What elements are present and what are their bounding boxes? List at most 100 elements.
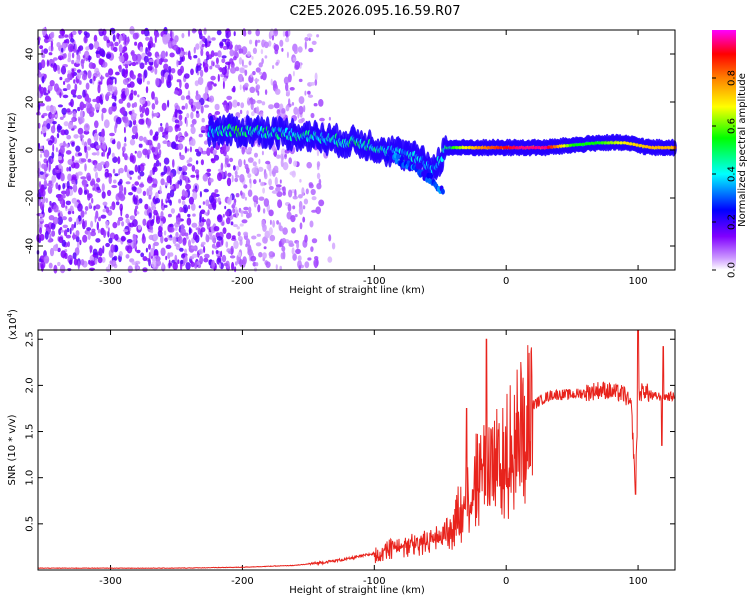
noise-blob: [149, 36, 153, 45]
noise-blob: [224, 170, 227, 176]
noise-blob: [46, 183, 53, 187]
noise-blob: [39, 102, 45, 107]
noise-blob: [318, 199, 325, 207]
noise-blob: [49, 247, 55, 257]
signal-peak: [600, 141, 604, 145]
noise-blob: [217, 50, 222, 58]
noise-blob: [288, 189, 293, 198]
noise-blob: [115, 116, 122, 125]
noise-blob: [179, 262, 183, 271]
noise-blob: [151, 183, 158, 188]
signal-peak: [657, 146, 661, 150]
noise-blob: [167, 40, 173, 49]
noise-blob: [232, 99, 238, 108]
noise-blob: [41, 53, 46, 59]
noise-blob: [99, 76, 105, 80]
noise-blob: [71, 59, 75, 65]
noise-blob: [285, 82, 289, 92]
noise-blob: [187, 213, 191, 218]
noise-blob: [227, 197, 232, 205]
noise-blob: [39, 86, 45, 95]
noise-blob: [200, 49, 204, 57]
noise-blob: [172, 236, 177, 245]
signal-peak: [562, 144, 566, 148]
noise-blob: [43, 149, 50, 158]
signal-peak: [493, 146, 497, 150]
noise-blob: [71, 197, 78, 204]
noise-blob: [316, 172, 321, 180]
noise-blob: [201, 241, 206, 245]
signal-peak: [568, 143, 573, 147]
noise-blob: [167, 125, 173, 133]
noise-blob: [71, 30, 77, 36]
noise-blob: [257, 204, 261, 213]
noise-blob: [292, 195, 298, 200]
noise-blob: [282, 162, 289, 171]
signal-peak: [458, 146, 462, 150]
noise-blob: [145, 247, 148, 253]
noise-blob: [48, 215, 55, 221]
noise-blob: [70, 98, 74, 108]
noise-blob: [76, 72, 82, 80]
noise-blob: [209, 178, 214, 183]
noise-blob: [53, 204, 59, 213]
noise-blob: [65, 200, 72, 206]
signal-peak: [635, 143, 639, 147]
noise-blob: [234, 44, 239, 52]
snr-panel: -300 -200 -100 0 100 0.5 1.0 1.5 2.0 2.5 Height …: [6, 309, 676, 596]
noise-blob: [153, 241, 159, 247]
signal-peak: [474, 146, 478, 150]
noise-blob: [53, 63, 58, 72]
noise-blob: [95, 238, 101, 243]
noise-blob: [105, 242, 110, 248]
noise-blob: [51, 230, 56, 237]
noise-blob: [83, 36, 88, 44]
noise-blob: [304, 90, 307, 96]
noise-blob: [155, 159, 160, 167]
noise-blob: [249, 39, 253, 45]
noise-blob: [190, 261, 195, 268]
noise-blob: [195, 94, 202, 101]
noise-blob: [103, 230, 106, 238]
noise-blob: [114, 234, 119, 241]
noise-blob: [172, 31, 175, 40]
noise-blob: [187, 163, 193, 167]
noise-blob: [154, 197, 161, 204]
noise-blob: [217, 172, 223, 181]
noise-blob: [72, 252, 77, 260]
noise-blob: [268, 104, 274, 110]
noise-blob: [278, 222, 282, 231]
noise-blob: [209, 235, 214, 240]
noise-blob: [244, 82, 249, 88]
noise-blob: [102, 201, 108, 206]
noise-blob: [185, 262, 191, 270]
y-tick-label: 20: [25, 96, 36, 109]
noise-blob: [98, 216, 101, 222]
noise-blob: [188, 157, 193, 163]
noise-blob: [231, 87, 236, 93]
noise-blob: [188, 226, 191, 236]
noise-blob: [108, 68, 114, 76]
signal-peak: [581, 142, 585, 146]
noise-blob: [228, 31, 232, 37]
noise-blob: [298, 78, 303, 83]
noise-blob: [152, 214, 156, 221]
noise-blob: [257, 166, 264, 172]
noise-blob: [225, 241, 229, 248]
noise-blob: [260, 181, 265, 187]
signal-peak: [508, 146, 512, 150]
noise-blob: [90, 107, 95, 113]
noise-blob: [185, 183, 192, 190]
noise-blob: [231, 61, 234, 65]
noise-blob: [212, 149, 218, 154]
noise-blob: [179, 179, 183, 186]
noise-blob: [202, 173, 208, 182]
noise-blob: [181, 195, 187, 201]
noise-blob: [136, 187, 142, 194]
noise-blob: [46, 123, 51, 130]
noise-blob: [182, 171, 188, 176]
noise-blob: [41, 196, 45, 205]
noise-blob: [103, 119, 110, 129]
noise-blob: [168, 259, 171, 269]
noise-blob: [66, 83, 71, 91]
